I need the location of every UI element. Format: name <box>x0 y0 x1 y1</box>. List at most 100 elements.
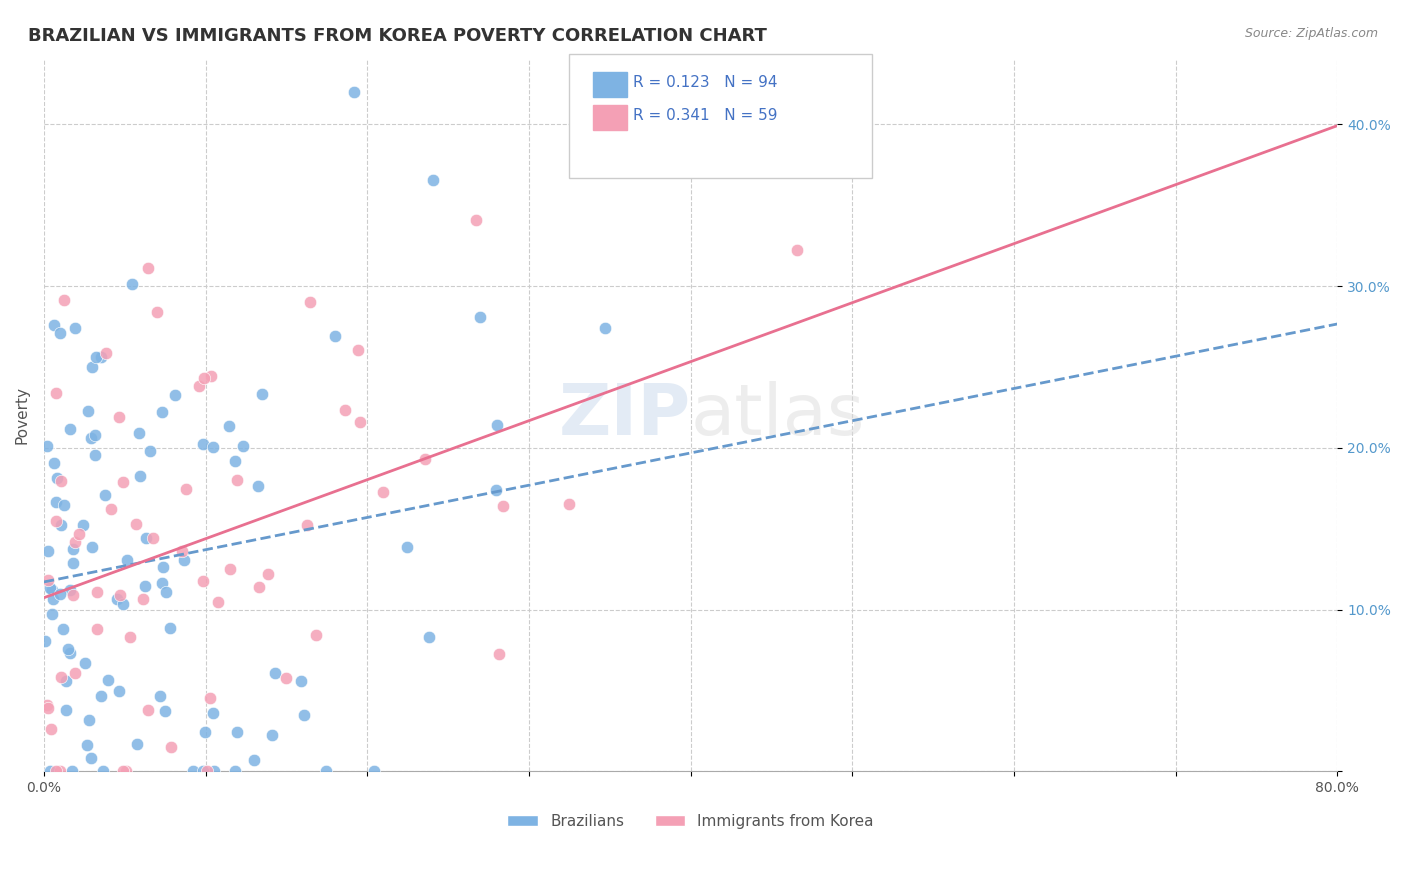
Brazilians <box>41 592 63 607</box>
Brazilians <box>49 586 72 600</box>
Brazilians <box>150 404 173 418</box>
Immigrants from Korea <box>488 647 510 661</box>
Immigrants from Korea <box>176 482 198 496</box>
Text: R = 0.341   N = 59: R = 0.341 N = 59 <box>633 109 778 123</box>
Immigrants from Korea <box>63 534 86 549</box>
Immigrants from Korea <box>125 516 148 531</box>
Immigrants from Korea <box>492 499 515 513</box>
Immigrants from Korea <box>200 368 222 383</box>
Brazilians <box>194 725 217 739</box>
Brazilians <box>224 454 246 468</box>
Brazilians <box>108 684 131 698</box>
Brazilians <box>422 172 444 186</box>
Text: ZIP: ZIP <box>558 381 690 450</box>
Immigrants from Korea <box>191 574 214 588</box>
Brazilians <box>38 764 60 779</box>
Brazilians <box>90 689 112 703</box>
Immigrants from Korea <box>195 764 218 779</box>
Brazilians <box>39 581 62 595</box>
Brazilians <box>262 728 284 742</box>
Brazilians <box>37 544 59 558</box>
Brazilians <box>52 498 75 512</box>
Brazilians <box>191 437 214 451</box>
Brazilians <box>42 318 65 333</box>
Brazilians <box>202 440 225 454</box>
Immigrants from Korea <box>86 622 108 636</box>
Brazilians <box>155 584 177 599</box>
Immigrants from Korea <box>160 739 183 754</box>
Brazilians <box>49 326 72 341</box>
Legend: Brazilians, Immigrants from Korea: Brazilians, Immigrants from Korea <box>501 807 880 835</box>
Brazilians <box>323 328 346 343</box>
Brazilians <box>173 553 195 567</box>
Brazilians <box>152 560 174 574</box>
Brazilians <box>264 665 287 680</box>
Brazilians <box>77 404 100 418</box>
Brazilians <box>80 431 103 445</box>
Brazilians <box>41 583 63 598</box>
Brazilians <box>252 386 274 401</box>
Immigrants from Korea <box>305 628 328 642</box>
Brazilians <box>593 321 616 335</box>
Brazilians <box>191 764 214 779</box>
Brazilians <box>77 713 100 727</box>
Brazilians <box>181 764 204 779</box>
Brazilians <box>59 583 82 598</box>
Brazilians <box>153 704 176 718</box>
Brazilians <box>115 553 138 567</box>
Immigrants from Korea <box>111 475 134 489</box>
Immigrants from Korea <box>62 588 84 602</box>
Brazilians <box>159 621 181 635</box>
Immigrants from Korea <box>218 562 240 576</box>
Immigrants from Korea <box>115 764 138 779</box>
Immigrants from Korea <box>349 415 371 429</box>
Brazilians <box>84 350 107 364</box>
Immigrants from Korea <box>53 293 76 307</box>
Brazilians <box>72 518 94 533</box>
Brazilians <box>315 764 337 779</box>
Brazilians <box>63 321 86 335</box>
Brazilians <box>90 350 112 364</box>
Immigrants from Korea <box>257 567 280 582</box>
Immigrants from Korea <box>45 514 67 528</box>
Immigrants from Korea <box>37 573 59 587</box>
Immigrants from Korea <box>193 371 215 385</box>
Immigrants from Korea <box>132 592 155 607</box>
Brazilians <box>134 579 156 593</box>
Immigrants from Korea <box>118 631 141 645</box>
Brazilians <box>201 706 224 720</box>
Immigrants from Korea <box>49 764 72 779</box>
Brazilians <box>49 518 72 533</box>
Brazilians <box>246 479 269 493</box>
Brazilians <box>46 470 69 484</box>
Immigrants from Korea <box>37 701 59 715</box>
Brazilians <box>111 597 134 611</box>
Brazilians <box>55 673 77 688</box>
Immigrants from Korea <box>413 451 436 466</box>
Immigrants from Korea <box>65 666 87 681</box>
Brazilians <box>91 764 114 779</box>
Immigrants from Korea <box>146 305 169 319</box>
Brazilians <box>418 630 440 644</box>
Brazilians <box>52 622 75 636</box>
Immigrants from Korea <box>136 260 159 275</box>
Brazilians <box>82 359 104 374</box>
Brazilians <box>56 641 79 656</box>
Immigrants from Korea <box>786 243 808 257</box>
Brazilians <box>395 541 418 555</box>
Text: R = 0.123   N = 94: R = 0.123 N = 94 <box>633 75 778 89</box>
Text: BRAZILIAN VS IMMIGRANTS FROM KOREA POVERTY CORRELATION CHART: BRAZILIAN VS IMMIGRANTS FROM KOREA POVER… <box>28 27 768 45</box>
Brazilians <box>42 456 65 470</box>
Immigrants from Korea <box>225 473 247 487</box>
Brazilians <box>468 310 491 325</box>
Brazilians <box>343 85 366 99</box>
Text: atlas: atlas <box>690 381 865 450</box>
Immigrants from Korea <box>112 764 135 779</box>
Immigrants from Korea <box>100 501 122 516</box>
Brazilians <box>150 576 173 591</box>
Brazilians <box>135 531 157 545</box>
Y-axis label: Poverty: Poverty <box>15 386 30 444</box>
Brazilians <box>139 444 162 458</box>
Brazilians <box>121 277 143 291</box>
Brazilians <box>202 764 225 779</box>
